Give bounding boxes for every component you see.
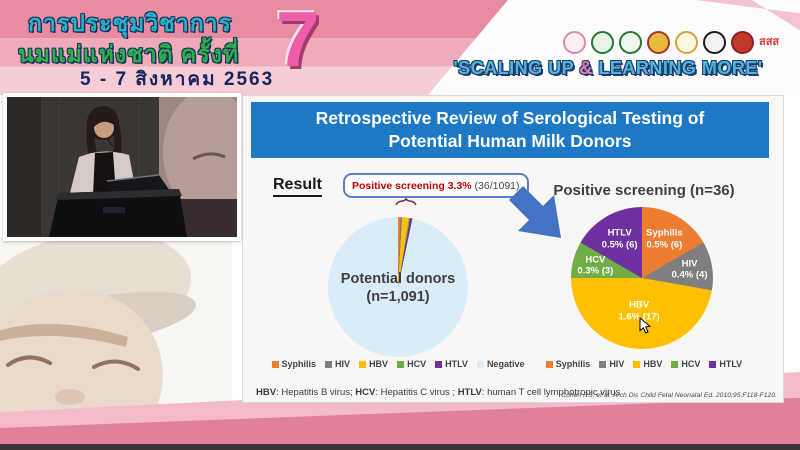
pie-slice-label: HBV 1.6% (17) bbox=[618, 299, 660, 323]
presenter-video-feed bbox=[3, 93, 241, 241]
organizer-logos: สสส bbox=[563, 26, 795, 58]
royal-college-emblem-logo bbox=[647, 30, 670, 54]
legend-swatch bbox=[271, 360, 279, 368]
pie-center-label: Potential donors (n=1,091) bbox=[340, 271, 456, 306]
legend-item: HBV bbox=[359, 359, 388, 369]
legend-swatch bbox=[325, 360, 333, 368]
arrow-right-down-icon bbox=[509, 186, 561, 238]
positive-screening-title: Positive screening (n=36) bbox=[553, 182, 735, 199]
slogan-suffix: LEARNING MORE' bbox=[592, 58, 763, 78]
legend-swatch bbox=[599, 360, 607, 368]
legend-label: HTLV bbox=[719, 359, 743, 369]
potential-donors-pie-chart: Potential donors (n=1,091) bbox=[328, 217, 468, 357]
legend-swatch bbox=[545, 360, 553, 368]
legend-item: HBV bbox=[633, 359, 662, 369]
medical-society-bw-logo bbox=[703, 30, 726, 54]
pie2-legend: Syphilis HIV HBV HCV HTLV bbox=[545, 359, 742, 369]
legend-label: HIV bbox=[609, 359, 625, 369]
legend-item: HTLV bbox=[709, 359, 742, 369]
legend-label: HCV bbox=[681, 359, 701, 369]
pie-slice-label: HTLV 0.5% (6) bbox=[601, 227, 638, 251]
legend-label: HBV bbox=[369, 359, 389, 369]
legend-swatch bbox=[476, 360, 484, 368]
mother-child-foundation-logo bbox=[563, 30, 586, 54]
legend-swatch bbox=[397, 360, 405, 368]
legend-swatch bbox=[359, 360, 367, 368]
callout-highlight: Positive screening 3.3% bbox=[352, 179, 472, 192]
legend-item: Negative bbox=[476, 359, 525, 369]
health-department-green-logo bbox=[619, 30, 642, 54]
conference-slogan: 'SCALING UP & LEARNING MORE' bbox=[418, 58, 798, 79]
legend-label: Syphilis bbox=[555, 359, 591, 369]
legend-label: HCV bbox=[407, 359, 427, 369]
conference-date: 5 - 7 สิงหาคม 2563 bbox=[80, 69, 275, 90]
bottom-dark-strip bbox=[0, 444, 800, 450]
legend-item: HIV bbox=[599, 359, 624, 369]
legend-item: HCV bbox=[671, 359, 700, 369]
conference-title-line1: การประชุมวิชาการ bbox=[28, 10, 232, 36]
callout-detail: (36/1091) bbox=[471, 179, 520, 192]
result-heading: Result bbox=[273, 176, 322, 197]
legend-label: Syphilis bbox=[281, 359, 317, 369]
slogan-prefix: 'SCALING UP bbox=[453, 58, 580, 78]
presentation-slide: Retrospective Review of Serological Test… bbox=[242, 95, 784, 403]
legend-swatch bbox=[633, 360, 641, 368]
legend-item: HCV bbox=[397, 359, 426, 369]
slide-title: Retrospective Review of Serological Test… bbox=[251, 102, 769, 158]
legend-label: HTLV bbox=[445, 359, 468, 369]
edition-number: 7 bbox=[276, 0, 320, 83]
slogan-ampersand: & bbox=[579, 58, 593, 78]
positive-screening-callout: Positive screening 3.3% (36/1091) bbox=[343, 173, 529, 198]
pie-slice-label: Syphilis 0.5% (6) bbox=[646, 227, 683, 251]
presenter-video-illustration bbox=[7, 97, 237, 237]
legend-item: Syphilis bbox=[545, 359, 591, 369]
legend-swatch bbox=[709, 360, 717, 368]
pie-slice-label: HIV 0.4% (4) bbox=[671, 258, 708, 281]
legend-item: HIV bbox=[325, 359, 350, 369]
thai-health-sss-logo: สสส bbox=[759, 35, 780, 48]
legend-swatch bbox=[671, 360, 679, 368]
mouse-cursor bbox=[639, 317, 651, 334]
abbreviation-footnote: HBV: Hepatitis B virus; HCV: Hepatitis C… bbox=[256, 387, 621, 398]
legend-label: Negative bbox=[486, 359, 525, 369]
pie-slice-label: HCV 0.3% (3) bbox=[577, 254, 614, 277]
conference-banner: การประชุมวิชาการ นมแม่แห่งชาติ ครั้งที่ … bbox=[0, 0, 800, 95]
legend-item: HTLV bbox=[435, 359, 468, 369]
legend-label: HIV bbox=[335, 359, 351, 369]
pie1-legend: Syphilis HIV HBV HCV HTLV Negative bbox=[253, 359, 543, 369]
public-health-green-logo bbox=[591, 30, 614, 54]
pediatric-society-red-logo bbox=[731, 30, 754, 54]
legend-item: Syphilis bbox=[271, 359, 317, 369]
citation: Cohen RS, et al. Arch Dis Child Fetal Ne… bbox=[561, 392, 777, 399]
callout-brace-icon bbox=[395, 198, 417, 206]
royal-institute-crown-logo bbox=[675, 30, 698, 54]
legend-swatch bbox=[435, 360, 443, 368]
legend-label: HBV bbox=[643, 359, 663, 369]
conference-title-line2: นมแม่แห่งชาติ ครั้งที่ bbox=[18, 41, 240, 67]
